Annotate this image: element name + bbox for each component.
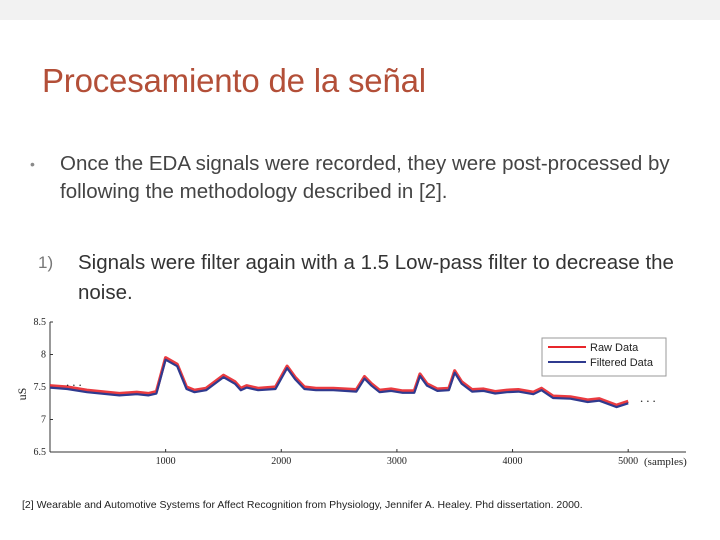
legend-label: Filtered Data xyxy=(590,357,654,369)
filtered-data-line xyxy=(49,358,629,409)
eda-figure: 8.5 8 7.5 7 6.5 1000 2000 3000 4000 5000 Raw Data… xyxy=(10,312,700,472)
x-tick-label: 2000 xyxy=(271,456,291,467)
chart-ticks: 8.5 8 7.5 7 6.5 1000 2000 3000 4000 5000 xyxy=(34,317,639,467)
slide-title: Procesamiento de la señal xyxy=(42,62,426,99)
y-axis-label: uS xyxy=(15,388,29,401)
y-tick-label: 8 xyxy=(41,350,46,361)
numbered-text: Signals were filter again with a 1.5 Low… xyxy=(78,251,674,304)
bullet-mark: • xyxy=(30,156,35,172)
x-axis-label: (samples) xyxy=(644,456,687,468)
x-tick-label: 1000 xyxy=(156,456,176,467)
x-tick-label: 3000 xyxy=(387,456,407,467)
y-tick-label: 7.5 xyxy=(34,382,47,393)
left-ellipsis: ... xyxy=(66,374,85,389)
y-tick-label: 8.5 xyxy=(34,317,47,328)
legend-box xyxy=(541,337,667,377)
top-band xyxy=(0,0,720,20)
x-tick-label: 5000 xyxy=(618,456,638,467)
raw-data-line xyxy=(49,356,629,407)
x-tick-label: 4000 xyxy=(503,456,523,467)
numbered-mark: 1) xyxy=(38,253,54,272)
reference-footnote: [2] Wearable and Automotive Systems for … xyxy=(22,499,583,511)
legend-label: Raw Data xyxy=(590,342,639,354)
chart-lines xyxy=(49,356,629,409)
numbered-item: 1) Signals were filter again with a 1.5 … xyxy=(38,248,678,308)
y-tick-label: 7 xyxy=(41,415,46,426)
y-tick-label: 6.5 xyxy=(34,447,47,458)
bullet-item: • Once the EDA signals were recorded, th… xyxy=(30,150,690,206)
chart-legend: Raw Data Filtered Data xyxy=(541,337,667,377)
right-ellipsis: ... xyxy=(640,390,659,405)
bullet-text: Once the EDA signals were recorded, they… xyxy=(60,152,670,203)
eda-chart: 8.5 8 7.5 7 6.5 1000 2000 3000 4000 5000 Raw Data… xyxy=(15,317,687,468)
